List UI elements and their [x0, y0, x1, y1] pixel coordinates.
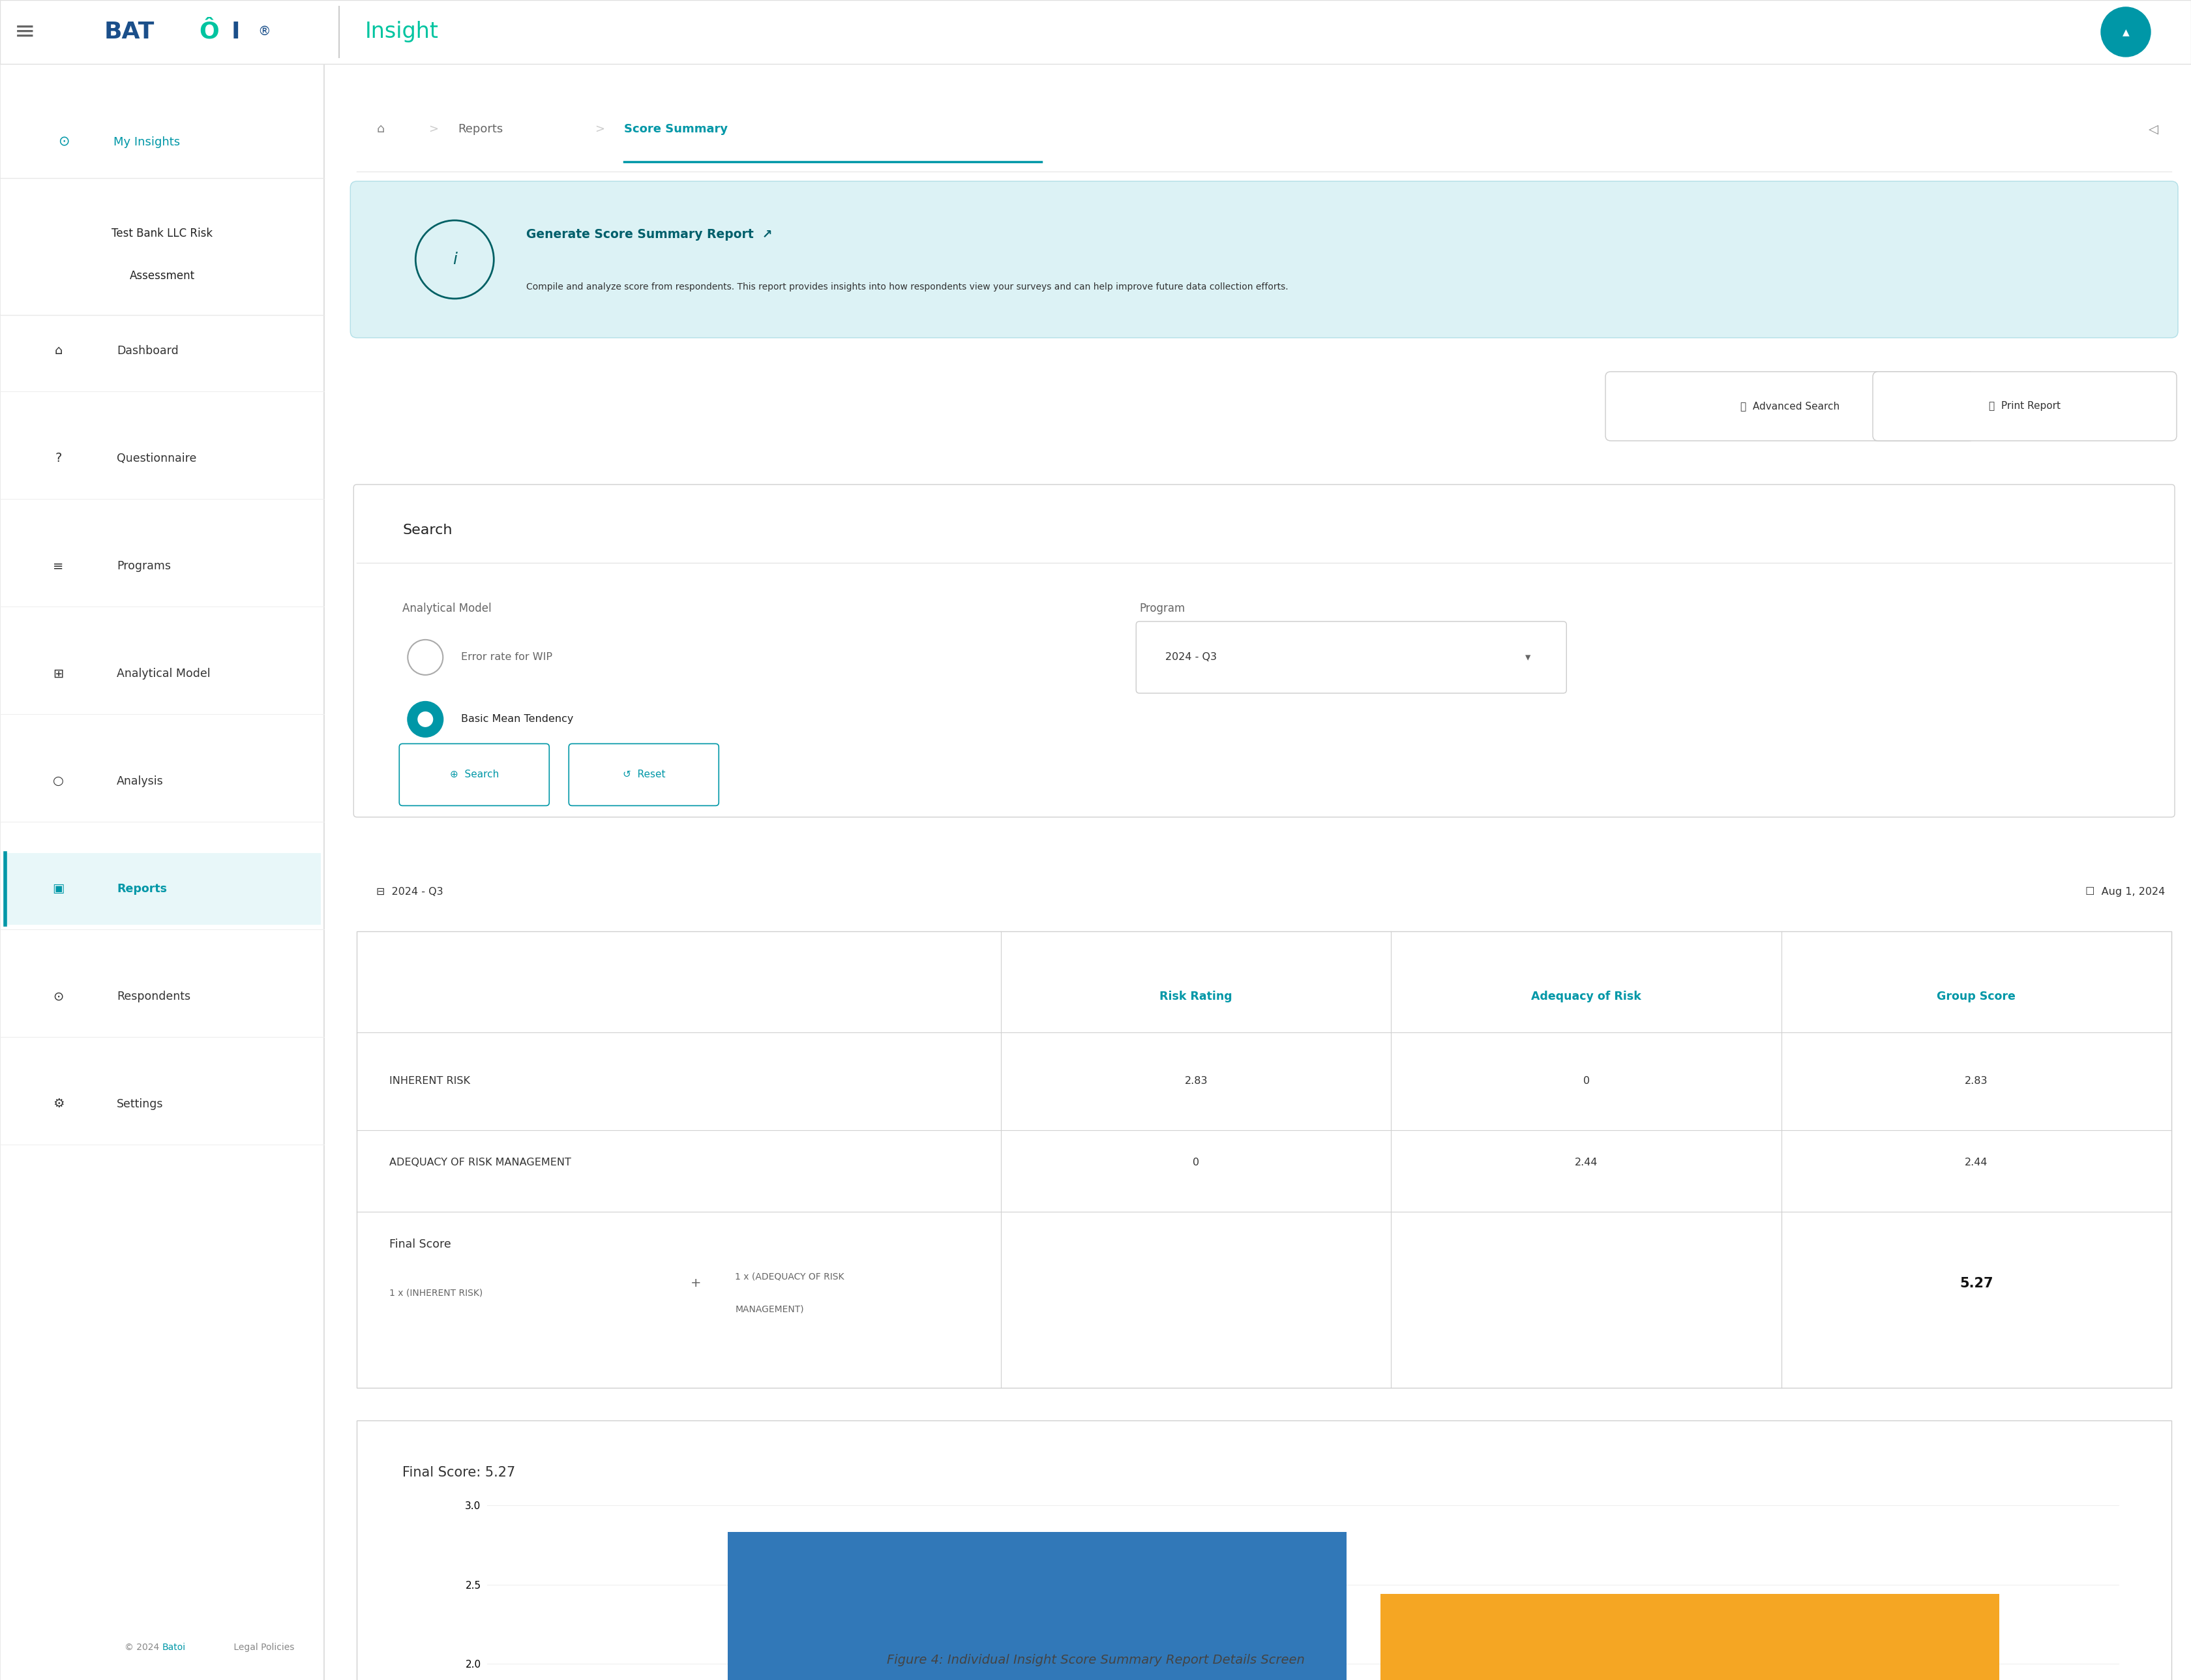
Text: BAT: BAT — [105, 20, 156, 44]
Text: 🖨  Print Report: 🖨 Print Report — [1989, 402, 2060, 412]
FancyBboxPatch shape — [570, 744, 719, 806]
Text: 2.44: 2.44 — [1575, 1158, 1597, 1168]
FancyBboxPatch shape — [399, 744, 550, 806]
Text: 2.44: 2.44 — [1965, 1158, 1987, 1168]
Text: Programs: Programs — [116, 559, 171, 571]
Text: Risk Rating: Risk Rating — [1159, 991, 1234, 1003]
Text: Group Score: Group Score — [1937, 991, 2016, 1003]
Text: Test Bank LLC Risk: Test Bank LLC Risk — [112, 227, 213, 239]
Text: 🔍  Advanced Search: 🔍 Advanced Search — [1740, 402, 1840, 412]
Text: ?: ? — [55, 452, 61, 465]
Text: 1 x (INHERENT RISK): 1 x (INHERENT RISK) — [390, 1289, 482, 1297]
Circle shape — [2101, 7, 2152, 57]
Text: Final Score: 5.27: Final Score: 5.27 — [403, 1467, 515, 1478]
Circle shape — [408, 640, 443, 675]
Circle shape — [418, 711, 434, 727]
Text: ADEQUACY OF RISK MANAGEMENT: ADEQUACY OF RISK MANAGEMENT — [390, 1158, 572, 1168]
Text: Legal Policies: Legal Policies — [230, 1643, 294, 1651]
Text: ⚙: ⚙ — [53, 1097, 64, 1110]
Text: Analysis: Analysis — [116, 776, 164, 788]
Text: ☐  Aug 1, 2024: ☐ Aug 1, 2024 — [2086, 887, 2165, 897]
Text: ⊙: ⊙ — [53, 990, 64, 1003]
Text: Batoi: Batoi — [162, 1643, 186, 1651]
Text: Insight: Insight — [366, 22, 438, 42]
Text: 0: 0 — [1582, 1077, 1588, 1087]
Text: I: I — [232, 20, 241, 44]
FancyBboxPatch shape — [357, 931, 2171, 1388]
Text: Dashboard: Dashboard — [116, 344, 177, 356]
Text: ⊙: ⊙ — [59, 136, 70, 148]
Text: Assessment: Assessment — [129, 270, 195, 282]
Text: Search: Search — [403, 524, 451, 536]
Text: Program: Program — [1139, 603, 1185, 615]
Text: Compile and analyze score from respondents. This report provides insights into h: Compile and analyze score from responden… — [526, 282, 1288, 291]
FancyBboxPatch shape — [0, 64, 324, 1680]
Text: Analytical Model: Analytical Model — [403, 603, 491, 615]
Text: 2.83: 2.83 — [1185, 1077, 1207, 1087]
Text: >: > — [596, 123, 605, 134]
Text: ○: ○ — [53, 774, 64, 788]
Circle shape — [408, 702, 443, 738]
Text: Reports: Reports — [458, 123, 504, 134]
Text: © 2024: © 2024 — [125, 1643, 162, 1651]
FancyBboxPatch shape — [0, 0, 2191, 64]
Text: 1 x (ADEQUACY OF RISK: 1 x (ADEQUACY OF RISK — [736, 1272, 844, 1282]
Text: ≡: ≡ — [53, 559, 64, 573]
FancyBboxPatch shape — [1137, 622, 1567, 694]
Text: Reports: Reports — [116, 884, 167, 895]
Text: +: + — [690, 1277, 701, 1290]
Text: 2.83: 2.83 — [1965, 1077, 1987, 1087]
Text: 5.27: 5.27 — [1959, 1277, 1994, 1290]
Text: My Insights: My Insights — [114, 136, 180, 148]
Text: ⊟  2024 - Q3: ⊟ 2024 - Q3 — [377, 887, 443, 897]
FancyBboxPatch shape — [1606, 371, 1974, 440]
Text: ⌂: ⌂ — [55, 344, 61, 356]
Bar — [727, 1532, 1345, 1680]
Text: Analytical Model: Analytical Model — [116, 667, 210, 679]
Text: Final Score: Final Score — [390, 1238, 451, 1250]
FancyBboxPatch shape — [351, 181, 2178, 338]
Text: Adequacy of Risk: Adequacy of Risk — [1532, 991, 1641, 1003]
Text: MANAGEMENT): MANAGEMENT) — [736, 1305, 804, 1314]
Text: ↺  Reset: ↺ Reset — [622, 769, 666, 780]
FancyBboxPatch shape — [2, 853, 322, 924]
FancyBboxPatch shape — [1873, 371, 2176, 440]
Text: ⊕  Search: ⊕ Search — [449, 769, 500, 780]
Text: INHERENT RISK: INHERENT RISK — [390, 1077, 471, 1087]
Text: ⌂: ⌂ — [377, 123, 383, 136]
Text: 0: 0 — [1192, 1158, 1198, 1168]
Text: Generate Score Summary Report  ↗: Generate Score Summary Report ↗ — [526, 228, 773, 240]
Text: Basic Mean Tendency: Basic Mean Tendency — [462, 714, 574, 724]
Text: ◁: ◁ — [2149, 123, 2158, 136]
Text: Respondents: Respondents — [116, 991, 191, 1003]
Text: 2024 - Q3: 2024 - Q3 — [1166, 652, 1216, 662]
Text: Score Summary: Score Summary — [624, 123, 727, 134]
Text: Questionnaire: Questionnaire — [116, 452, 197, 464]
Text: Settings: Settings — [116, 1099, 164, 1110]
Text: Error rate for WIP: Error rate for WIP — [462, 652, 552, 662]
Text: Figure 4: Individual Insight Score Summary Report Details Screen: Figure 4: Individual Insight Score Summa… — [887, 1655, 1304, 1667]
Bar — [1380, 1594, 1998, 1680]
FancyBboxPatch shape — [353, 484, 2176, 816]
Text: ▣: ▣ — [53, 882, 64, 895]
Text: ®: ® — [259, 25, 269, 39]
Text: ▾: ▾ — [1525, 652, 1532, 664]
Text: i: i — [451, 252, 458, 267]
Text: >: > — [429, 123, 438, 134]
Text: ≡: ≡ — [13, 20, 35, 44]
Text: ▲: ▲ — [2123, 27, 2130, 37]
Text: ⊞: ⊞ — [53, 667, 64, 680]
FancyBboxPatch shape — [357, 1420, 2171, 1680]
Text: Ô: Ô — [199, 20, 219, 44]
